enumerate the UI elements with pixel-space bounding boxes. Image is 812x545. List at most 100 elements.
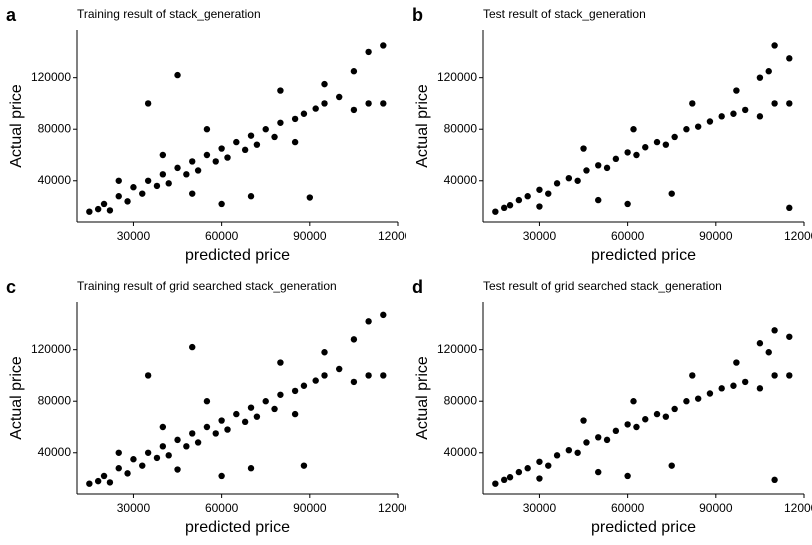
point: [124, 198, 131, 205]
point: [786, 333, 793, 340]
point: [106, 479, 114, 486]
point: [492, 208, 499, 215]
point: [771, 372, 778, 379]
point: [306, 194, 314, 201]
point: [321, 349, 328, 356]
point: [653, 138, 661, 146]
point: [189, 158, 196, 165]
point: [300, 462, 308, 469]
point: [321, 80, 328, 88]
x-tick-label: 90000: [699, 229, 733, 243]
point: [336, 93, 343, 101]
point: [380, 311, 387, 319]
point: [159, 423, 167, 431]
point: [580, 145, 587, 152]
point: [786, 100, 793, 107]
point: [241, 146, 249, 154]
point: [291, 138, 299, 146]
point: [144, 372, 152, 379]
point: [291, 115, 299, 123]
point: [189, 430, 196, 437]
point: [224, 154, 231, 161]
x-tick-label: 60000: [611, 501, 645, 515]
x-tick-label: 90000: [293, 501, 327, 515]
point: [115, 193, 122, 200]
point: [718, 385, 725, 392]
panel: c Training result of grid searched stack_…: [6, 277, 418, 536]
point: [183, 171, 190, 178]
point: [300, 382, 308, 389]
point: [312, 105, 319, 112]
x-tick-label: 30000: [523, 229, 557, 243]
point: [94, 477, 102, 485]
point: [742, 106, 749, 114]
x-axis-label: predicted price: [591, 247, 696, 264]
point: [536, 458, 543, 465]
point: [350, 68, 358, 75]
point: [218, 200, 225, 208]
point: [630, 126, 637, 133]
point: [694, 123, 702, 130]
point: [174, 71, 181, 79]
x-tick-label: 30000: [117, 501, 151, 515]
point: [247, 193, 255, 200]
point: [380, 372, 387, 379]
point: [706, 118, 714, 125]
panel-title: Training result of grid searched stack_g…: [77, 279, 337, 293]
point: [365, 100, 372, 107]
point: [144, 177, 152, 184]
x-tick-label: 120000: [378, 501, 418, 515]
point: [139, 190, 146, 197]
y-tick-label: 40000: [38, 445, 72, 459]
point: [756, 113, 764, 120]
point: [633, 151, 640, 159]
point: [603, 164, 611, 172]
point: [653, 410, 661, 418]
point: [595, 468, 602, 476]
point: [183, 443, 190, 450]
point: [203, 151, 211, 159]
point: [380, 100, 387, 107]
y-tick-label: 80000: [444, 393, 478, 407]
y-tick-label: 40000: [38, 173, 72, 187]
point: [515, 196, 523, 204]
point: [733, 359, 740, 366]
point: [159, 171, 167, 178]
point: [365, 372, 372, 379]
x-tick-label: 90000: [699, 501, 733, 515]
point: [771, 327, 778, 334]
point: [321, 100, 328, 107]
y-tick-label: 40000: [444, 445, 478, 459]
point: [277, 391, 284, 398]
point: [536, 203, 543, 210]
point: [545, 462, 552, 469]
point: [271, 405, 278, 413]
point: [94, 205, 102, 213]
point: [300, 110, 308, 117]
y-axis-label: Actual price: [414, 356, 431, 440]
panel-title: Test result of stack_generation: [483, 7, 646, 21]
point: [262, 398, 269, 405]
point: [553, 452, 561, 459]
point: [765, 68, 772, 75]
point: [115, 177, 122, 184]
y-tick-label: 120000: [437, 70, 477, 84]
x-tick-label: 30000: [117, 229, 151, 243]
point: [583, 439, 590, 446]
point: [189, 190, 196, 197]
point: [203, 423, 211, 431]
y-axis-label: Actual price: [8, 84, 25, 168]
point: [247, 465, 255, 472]
point: [662, 413, 670, 420]
point: [668, 462, 675, 469]
point: [565, 446, 573, 454]
point: [262, 126, 269, 133]
point: [86, 480, 93, 487]
x-tick-label: 120000: [378, 229, 418, 243]
point: [247, 404, 255, 411]
point: [689, 100, 696, 107]
y-tick-label: 80000: [38, 393, 72, 407]
point: [603, 436, 611, 444]
point: [642, 416, 649, 423]
